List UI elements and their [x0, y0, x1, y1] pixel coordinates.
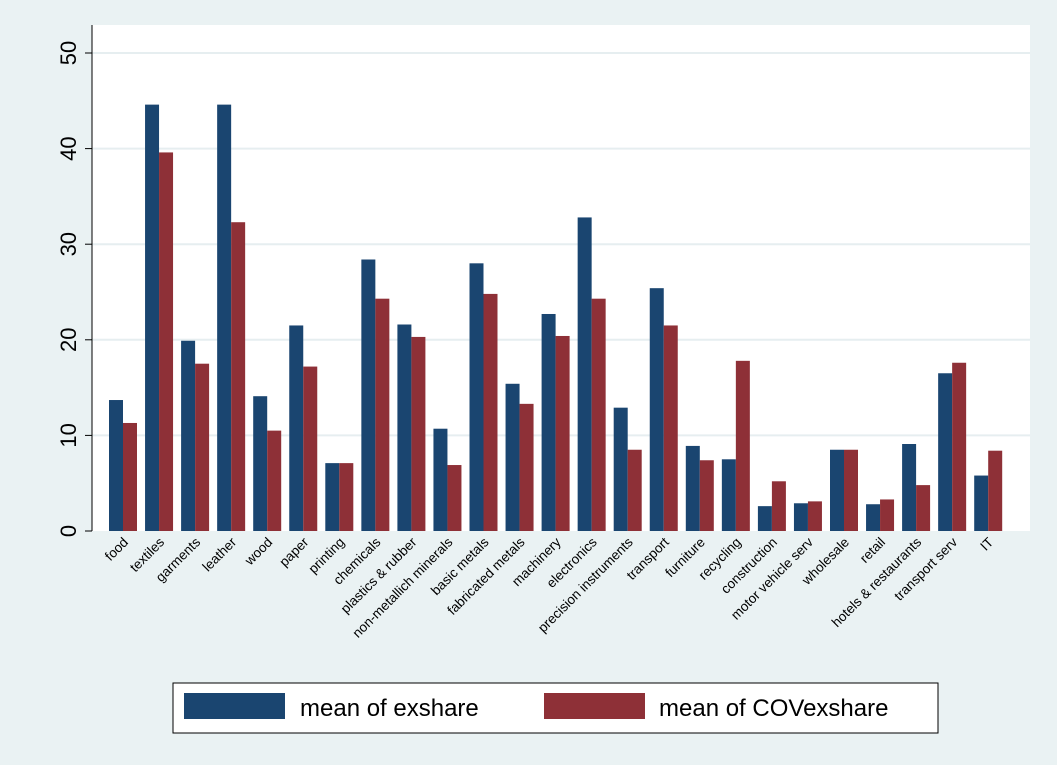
bar-exshare — [866, 504, 881, 531]
x-tick-label: wood — [241, 535, 275, 569]
bar-exshare — [793, 503, 808, 531]
bar-exshare — [289, 325, 304, 531]
bar-exshare — [325, 463, 340, 531]
x-tick-label: food — [102, 535, 131, 564]
bar-exshare — [181, 340, 196, 531]
bar-covexshare — [952, 362, 967, 531]
bar-exshare — [721, 459, 736, 531]
bar-exshare — [145, 104, 160, 532]
bar-exshare — [109, 400, 123, 531]
bar-exshare — [757, 506, 772, 531]
y-tick-label: 50 — [56, 41, 81, 65]
bar-covexshare — [591, 298, 606, 531]
bar-covexshare — [844, 449, 858, 531]
y-tick-label: 0 — [56, 525, 81, 537]
bar-covexshare — [483, 293, 498, 531]
bar-covexshare — [807, 501, 822, 531]
bar-exshare — [685, 445, 700, 531]
bar-covexshare — [267, 430, 282, 531]
bar-covexshare — [771, 481, 786, 531]
bar-covexshare — [447, 465, 462, 531]
bar-covexshare — [699, 460, 714, 531]
bar-exshare — [577, 217, 592, 531]
bar-covexshare — [916, 485, 931, 531]
bar-exshare — [649, 288, 664, 531]
bar-covexshare — [123, 422, 137, 531]
bar-covexshare — [375, 298, 390, 531]
x-tick-label: IT — [977, 535, 996, 554]
y-tick-label: 20 — [56, 328, 81, 352]
bar-exshare — [505, 383, 520, 531]
x-tick-label: transport serv — [891, 534, 960, 603]
bar-exshare — [253, 396, 268, 531]
y-tick-label: 30 — [56, 232, 81, 256]
bar-covexshare — [411, 336, 426, 531]
bar-exshare — [433, 428, 448, 531]
bar-exshare — [469, 263, 484, 531]
y-tick-label: 40 — [56, 136, 81, 160]
bar-covexshare — [988, 450, 1003, 531]
bar-covexshare — [195, 363, 210, 531]
legend: mean of exshare mean of COVexshare — [172, 682, 939, 734]
bar-exshare — [397, 324, 412, 531]
bar-covexshare — [663, 325, 678, 531]
bar-covexshare — [555, 335, 570, 531]
bar-exshare — [361, 259, 376, 531]
x-tick-label: leather — [199, 534, 239, 574]
y-axis: 0 10 20 30 40 50 — [56, 25, 93, 537]
bar-covexshare — [339, 463, 354, 531]
x-tick-label: retail — [857, 535, 888, 566]
bar-exshare — [938, 373, 953, 531]
bar-exshare — [902, 444, 917, 531]
bar-covexshare — [627, 449, 642, 531]
bar-covexshare — [231, 222, 246, 531]
bar-exshare — [217, 104, 232, 532]
bar-exshare — [974, 475, 989, 531]
bar-covexshare — [519, 403, 534, 531]
bar-exshare — [541, 313, 556, 531]
bars — [109, 104, 1003, 532]
legend-label-covexshare: mean of COVexshare — [659, 695, 888, 722]
y-tick-label: 10 — [56, 423, 81, 447]
bar-exshare — [613, 407, 628, 531]
bar-covexshare — [735, 360, 750, 531]
legend-swatch-exshare — [184, 693, 285, 719]
legend-swatch-covexshare — [544, 693, 645, 719]
bar-exshare — [830, 449, 844, 531]
bar-covexshare — [159, 152, 174, 531]
bar-covexshare — [303, 366, 318, 531]
legend-label-exshare: mean of exshare — [300, 695, 479, 722]
bar-covexshare — [880, 499, 895, 531]
